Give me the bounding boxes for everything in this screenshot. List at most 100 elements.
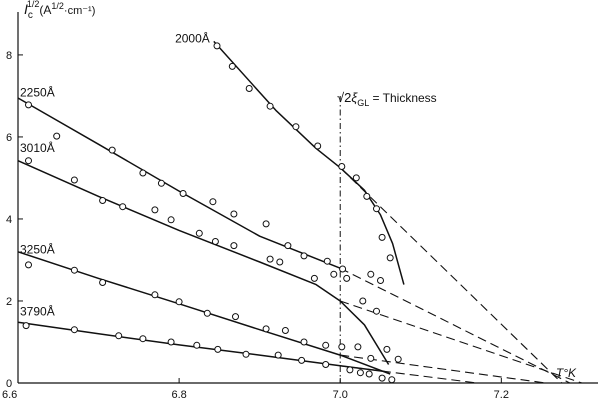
thickness-annotation: √2ξGL = Thickness xyxy=(337,90,437,383)
series-0-point xyxy=(314,142,322,150)
series-4-point xyxy=(378,374,386,382)
series-0-point xyxy=(352,174,360,182)
series-2-point xyxy=(230,242,238,250)
series-2-point xyxy=(70,176,78,184)
series-1-point xyxy=(230,210,238,218)
y-axis-title-main: I xyxy=(24,1,28,17)
series-0-label: 2000Å xyxy=(175,31,210,46)
thickness-label-tail: = Thickness xyxy=(369,91,436,105)
series-2-label: 3010Å xyxy=(20,140,55,155)
extrapolation-lines xyxy=(339,167,583,384)
thickness-label-sqrt: √2 xyxy=(337,90,351,105)
series-1-point xyxy=(262,220,270,228)
thickness-label: √2ξGL = Thickness xyxy=(337,90,437,108)
series-4-point xyxy=(193,341,201,349)
series-1-point xyxy=(300,252,308,260)
series-3-point xyxy=(367,354,375,362)
y-axis-title-sup: 1/2 xyxy=(27,0,40,9)
y-axis-title-units-sup: 1/2 xyxy=(51,1,64,11)
series-0-point xyxy=(228,62,236,70)
series-3-point xyxy=(262,325,270,333)
series-2-point xyxy=(195,229,203,237)
data-points xyxy=(22,42,402,384)
series-0-point xyxy=(373,205,380,213)
series-3-fit-line xyxy=(17,251,391,375)
series-1-point xyxy=(209,198,217,206)
series-1-extrapolation xyxy=(339,267,571,384)
series-2-point xyxy=(266,255,274,263)
series-4-point xyxy=(167,338,175,346)
x-tick-label: 7.2 xyxy=(494,389,509,401)
y-tick-label: 2 xyxy=(6,296,12,308)
series-0-point xyxy=(266,102,274,110)
series-4-point xyxy=(214,345,222,353)
series-4-label: 3790Å xyxy=(20,303,55,318)
series-3-point xyxy=(322,341,330,349)
series-3-label: 3250Å xyxy=(20,241,55,256)
series-2-point xyxy=(373,307,380,315)
series-1-point xyxy=(157,179,165,187)
series-2-point xyxy=(25,157,32,165)
y-tick-label: 0 xyxy=(6,378,12,390)
series-2-point xyxy=(119,203,127,211)
series-2-point xyxy=(99,197,107,204)
series-3-point xyxy=(338,343,346,351)
series-3-point xyxy=(232,313,239,321)
series-2-fit-line xyxy=(17,160,390,365)
thickness-label-xi: ξ xyxy=(351,90,358,105)
series-3-point xyxy=(175,298,183,306)
series-3-point xyxy=(281,327,289,334)
series-3-point xyxy=(354,343,362,351)
series-3-extrapolation xyxy=(340,354,546,384)
series-1-point xyxy=(139,169,147,177)
series-4-point xyxy=(22,322,30,330)
series-4-point xyxy=(346,366,354,374)
y-tick-label: 8 xyxy=(6,50,12,62)
series-1-point xyxy=(284,242,292,250)
x-tick-label: 7.0 xyxy=(333,389,348,401)
y-axis-title: Ic1/2(A1/2·cm⁻¹) xyxy=(24,0,95,21)
series-2-point xyxy=(211,238,219,245)
series-1-point xyxy=(339,265,347,273)
series-2-point xyxy=(383,345,391,353)
series-0-point xyxy=(363,192,371,200)
series-0-point xyxy=(245,85,253,92)
series-1-point xyxy=(53,132,61,140)
series-2-point xyxy=(343,274,351,282)
series-2-point xyxy=(151,206,159,214)
series-1-point xyxy=(367,270,375,278)
x-tick-label: 6.6 xyxy=(2,389,17,401)
series-0-extrapolation xyxy=(339,167,563,384)
series-4-point xyxy=(322,361,330,368)
series-3-point xyxy=(151,291,159,299)
series-2-point xyxy=(276,258,284,266)
series-1-point xyxy=(108,146,116,154)
y-tick-label: 4 xyxy=(6,214,12,226)
series-4-point xyxy=(242,350,250,358)
series-2-extrapolation xyxy=(340,300,583,384)
series-0-point xyxy=(338,163,346,170)
series-0-point xyxy=(213,42,221,50)
series-4-point xyxy=(388,376,396,384)
series-1-point xyxy=(179,190,187,197)
series-3-point xyxy=(25,261,32,269)
series-4-point xyxy=(70,326,78,334)
series-0-point xyxy=(386,254,394,262)
series-0-fit-line xyxy=(213,40,405,285)
series-4-extrapolation xyxy=(340,365,478,384)
series-0-point xyxy=(292,123,300,131)
series-labels: 2000Å 2250Å 3010Å 3250Å 3790Å xyxy=(20,31,210,319)
thickness-label-sub: GL xyxy=(357,98,369,108)
x-tick-label: 6.8 xyxy=(171,389,186,401)
series-3-point xyxy=(300,338,308,346)
series-0-point xyxy=(378,233,386,241)
series-4-point xyxy=(356,369,364,377)
y-tick-label: 6 xyxy=(6,132,12,144)
series-2-point xyxy=(167,216,175,224)
series-2-point xyxy=(359,297,367,305)
series-2-point xyxy=(310,274,318,282)
series-4-point xyxy=(139,335,147,343)
series-1-point xyxy=(25,101,32,109)
